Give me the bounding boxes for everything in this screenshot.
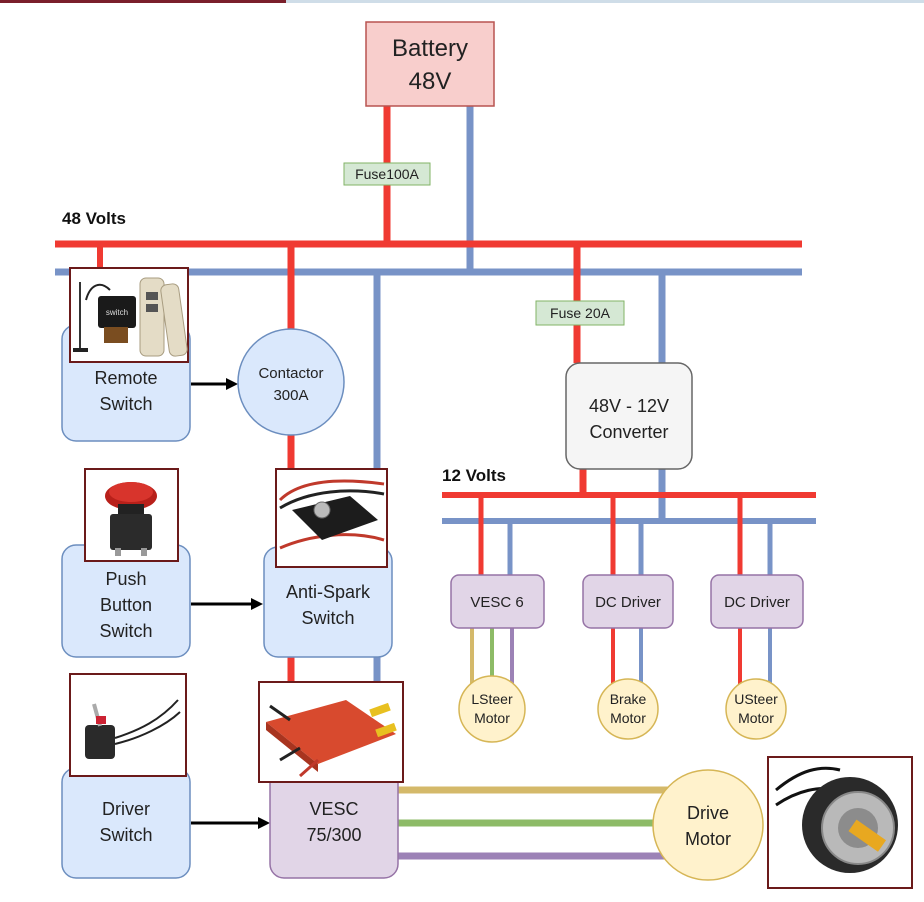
vesc-main-line2: 75/300 [306,825,361,845]
vesc6-label: VESC 6 [470,594,523,611]
vesc-main-node[interactable]: VESC 75/300 [269,767,399,879]
remote-switch-line2: Switch [99,394,152,414]
anti-spark-line2: Switch [301,608,354,628]
usteer-motor-line2: Motor [738,710,774,726]
anti-spark-switch-node[interactable]: Anti-Spark Switch [263,546,393,658]
usteer-motor-line1: USteer [734,691,778,707]
vesc6-node[interactable]: VESC 6 [450,574,545,629]
usteer-motor-circle [725,678,787,740]
lsteer-motor-circle [458,675,526,743]
brake-motor-line1: Brake [610,691,647,707]
vesc6-box [450,574,545,629]
dc-driver-1-box [582,574,674,629]
dc-driver-2-node[interactable]: DC Driver [710,574,804,629]
battery-box [365,21,495,107]
battery-label-line1: Battery [392,35,468,62]
converter-line2: Converter [589,422,668,442]
driver-switch-box [61,767,191,879]
drive-motor-photo [767,756,913,889]
dc-driver-1-label: DC Driver [595,594,661,611]
battery-node[interactable]: Battery 48V [365,21,495,107]
push-button-line3: Switch [99,621,152,641]
header-strip-right [286,0,924,3]
driver-switch-node[interactable]: Driver Switch [61,767,191,879]
fuse-converter[interactable]: Fuse 20A [535,300,625,326]
fuse-main[interactable]: Fuse100A [343,162,431,186]
usteer-motor-node[interactable]: USteer Motor [725,678,787,740]
remote-switch-photo: switch [69,267,189,363]
contactor-node[interactable]: Contactor 300A [237,328,345,436]
fuse-main-box [343,162,431,186]
lsteer-motor-line2: Motor [474,710,510,726]
fuse-converter-label: Fuse 20A [550,305,611,321]
brake-motor-line2: Motor [610,710,646,726]
push-button-line1: Push [105,569,146,589]
push-button-switch-node[interactable]: Push Button Switch [61,544,191,658]
remote-switch-line1: Remote [94,368,157,388]
lsteer-motor-line1: LSteer [471,691,513,707]
fuse-main-label: Fuse100A [355,166,419,182]
push-to-antispark-arrowhead [251,598,263,610]
contactor-line1: Contactor [258,365,323,382]
vesc-main-photo [258,681,404,783]
vesc-main-line1: VESC [309,799,358,819]
converter-node[interactable]: 48V - 12V Converter [565,362,693,470]
lsteer-motor-node[interactable]: LSteer Motor [458,675,526,743]
anti-spark-photo [275,468,388,568]
push-button-photo [84,468,179,562]
bus-12v-label: 12 Volts [442,466,506,485]
dc-driver-2-label: DC Driver [724,594,790,611]
brake-motor-circle [597,678,659,740]
remote-photo-text: switch [106,308,128,317]
driver-switch-line2: Switch [99,825,152,845]
battery-label-line2: 48V [409,68,452,95]
converter-line1: 48V - 12V [589,396,669,416]
push-button-line2: Button [100,595,152,615]
converter-box [565,362,693,470]
contactor-circle [237,328,345,436]
remote-to-contactor-arrowhead [226,378,238,390]
vesc-main-box [269,767,399,879]
anti-spark-line1: Anti-Spark [286,582,371,602]
drive-motor-node[interactable]: Drive Motor [652,769,764,881]
drive-motor-line1: Drive [687,803,729,823]
drive-motor-line2: Motor [685,829,731,849]
control-arrows [191,378,270,829]
dc-driver-1-node[interactable]: DC Driver [582,574,674,629]
driver-switch-line1: Driver [102,799,150,819]
driver-to-vesc-arrowhead [258,817,270,829]
dc-driver-2-box [710,574,804,629]
drive-motor-circle [652,769,764,881]
header-strip-left [0,0,286,3]
fuse-converter-box [535,300,625,326]
brake-motor-node[interactable]: Brake Motor [597,678,659,740]
contactor-line2: 300A [273,387,308,404]
bus-48v-label: 48 Volts [62,209,126,228]
wires [55,106,816,860]
driver-switch-photo [69,673,187,777]
